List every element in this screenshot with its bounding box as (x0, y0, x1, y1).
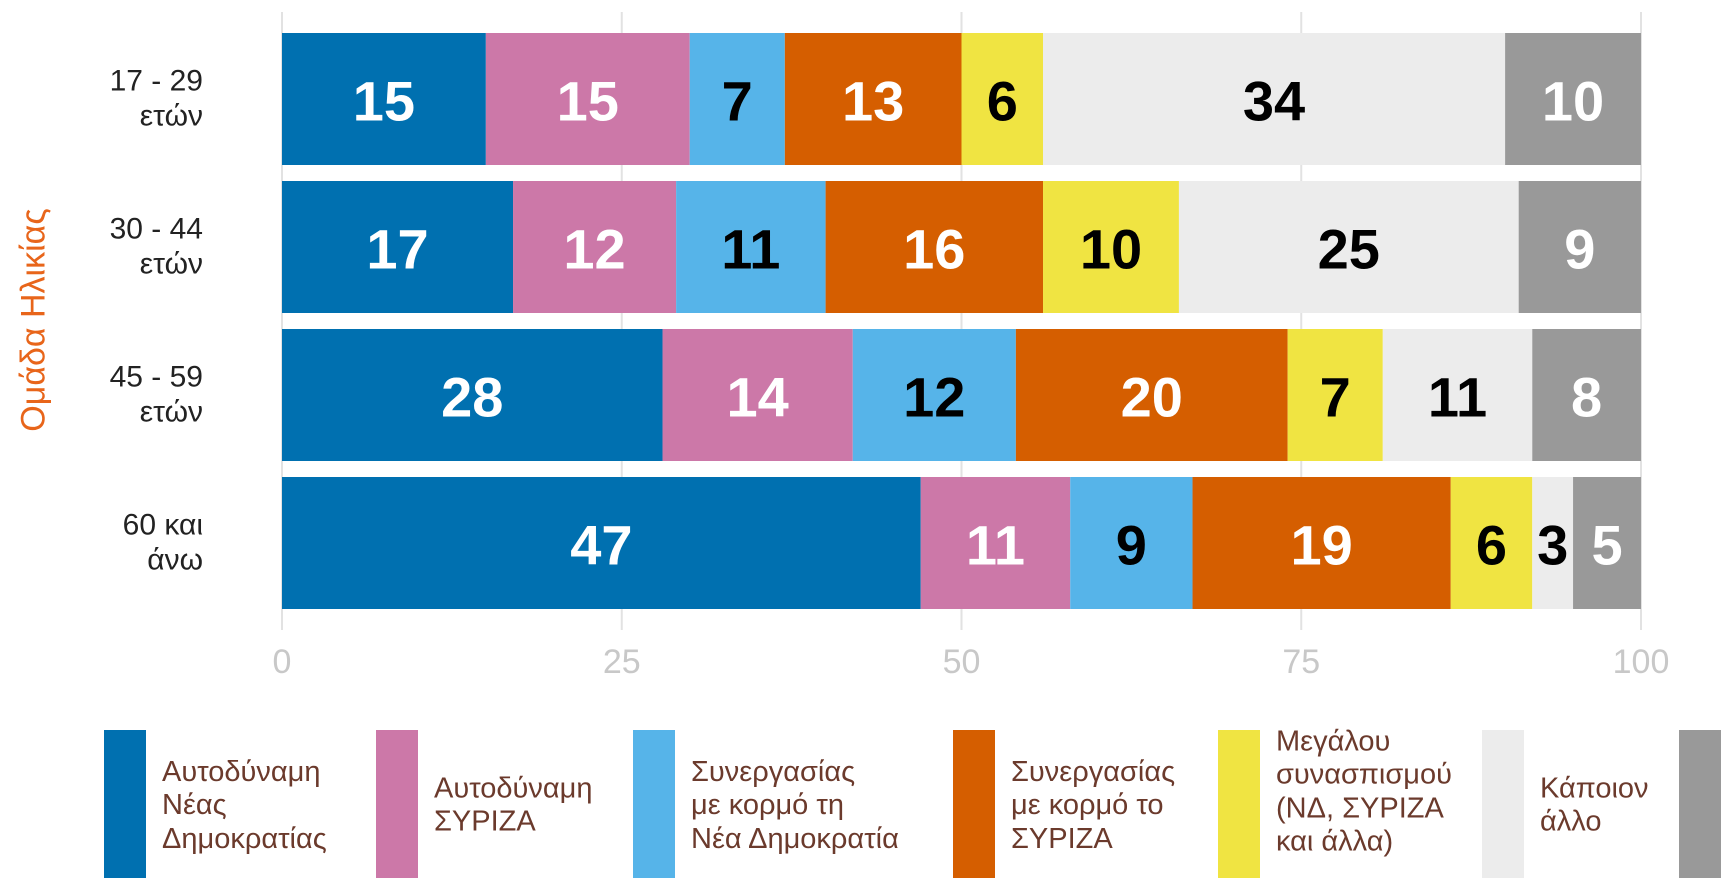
x-tick-label: 0 (273, 643, 292, 681)
legend-label: Συνεργασίας με κορμό τη Νέα Δημοκρατία (691, 755, 899, 855)
bar-segment (689, 33, 785, 165)
legend-label: Αυτοδύναμη ΣΥΡΙΖΑ (434, 772, 593, 838)
bar-segment (485, 33, 690, 165)
bar-segment (282, 181, 514, 313)
data-label: 3 (1537, 514, 1568, 577)
x-tick-label: 100 (1613, 643, 1670, 681)
data-label: 12 (903, 366, 965, 429)
data-label: 16 (903, 218, 965, 281)
legend-swatch (104, 730, 146, 878)
data-label: 14 (727, 366, 789, 429)
bar-segment (784, 33, 962, 165)
data-label: 15 (557, 70, 619, 133)
data-label: 11 (721, 218, 780, 281)
legend-swatch (376, 730, 418, 878)
bar-segment (1450, 477, 1533, 609)
data-label: 20 (1121, 366, 1183, 429)
bar-segment (282, 477, 921, 609)
bar-segment (1382, 329, 1533, 461)
bar-segment (852, 329, 1016, 461)
data-label: 7 (722, 70, 753, 133)
bar-segment (1518, 181, 1641, 313)
legend-swatch (953, 730, 995, 878)
data-label: 5 (1591, 514, 1622, 577)
data-label: 8 (1571, 366, 1602, 429)
x-tick-label: 50 (943, 643, 981, 681)
data-label: 13 (842, 70, 904, 133)
bar-segment (961, 33, 1044, 165)
data-label: 15 (353, 70, 415, 133)
x-tick-label: 75 (1282, 643, 1320, 681)
data-label: 6 (1476, 514, 1507, 577)
y-tick-label: 17 - 29 ετών (109, 64, 203, 133)
legend-swatch (633, 730, 675, 878)
data-label: 12 (563, 218, 625, 281)
bar-segment (1532, 329, 1641, 461)
bar-segment (1043, 181, 1179, 313)
legend-swatch (1218, 730, 1260, 878)
legend-swatch (1679, 730, 1721, 878)
bar-segment (920, 477, 1071, 609)
bar-segment (513, 181, 677, 313)
data-label: 7 (1320, 366, 1351, 429)
bar-segment (282, 329, 663, 461)
bar-segment (825, 181, 1044, 313)
legend-label: Συνεργασίας με κορμό το ΣΥΡΙΖΑ (1011, 755, 1176, 855)
bar-segment (662, 329, 853, 461)
data-label: 9 (1564, 218, 1595, 281)
data-label: 25 (1318, 218, 1380, 281)
y-tick-label: 30 - 44 ετών (109, 212, 203, 281)
data-label: 6 (987, 70, 1018, 133)
bar-segment (676, 181, 826, 313)
bar-segment (1015, 329, 1288, 461)
bar-segment (282, 33, 486, 165)
data-label: 10 (1080, 218, 1142, 281)
legend-label: Κάποιον άλλο (1540, 772, 1649, 838)
bar-segment (1505, 33, 1641, 165)
y-tick-label: 45 - 59 ετών (109, 360, 203, 429)
data-label: 9 (1116, 514, 1147, 577)
data-label: 11 (966, 514, 1025, 577)
bar-segment (1573, 477, 1641, 609)
data-label: 17 (366, 218, 428, 281)
legend-swatch (1482, 730, 1524, 878)
data-label: 19 (1290, 514, 1352, 577)
data-label: 11 (1428, 366, 1487, 429)
bar-segment (1043, 33, 1506, 165)
bar-segment (1532, 477, 1574, 609)
bar-segment (1178, 181, 1519, 313)
data-label: 28 (441, 366, 503, 429)
bar-segment (1070, 477, 1193, 609)
data-label: 34 (1243, 70, 1305, 133)
x-tick-label: 25 (603, 643, 641, 681)
legend-label: Μεγάλου συνασπισμού (ΝΔ, ΣΥΡΙΖΑ και άλλα… (1276, 725, 1452, 858)
y-tick-label: 60 και άνω (122, 508, 203, 577)
data-label: 47 (570, 514, 632, 577)
bar-segment (1287, 329, 1383, 461)
data-label: 10 (1542, 70, 1604, 133)
bar-segment (1192, 477, 1451, 609)
legend-label: Αυτοδύναμη Νέας Δημοκρατίας (162, 755, 327, 855)
